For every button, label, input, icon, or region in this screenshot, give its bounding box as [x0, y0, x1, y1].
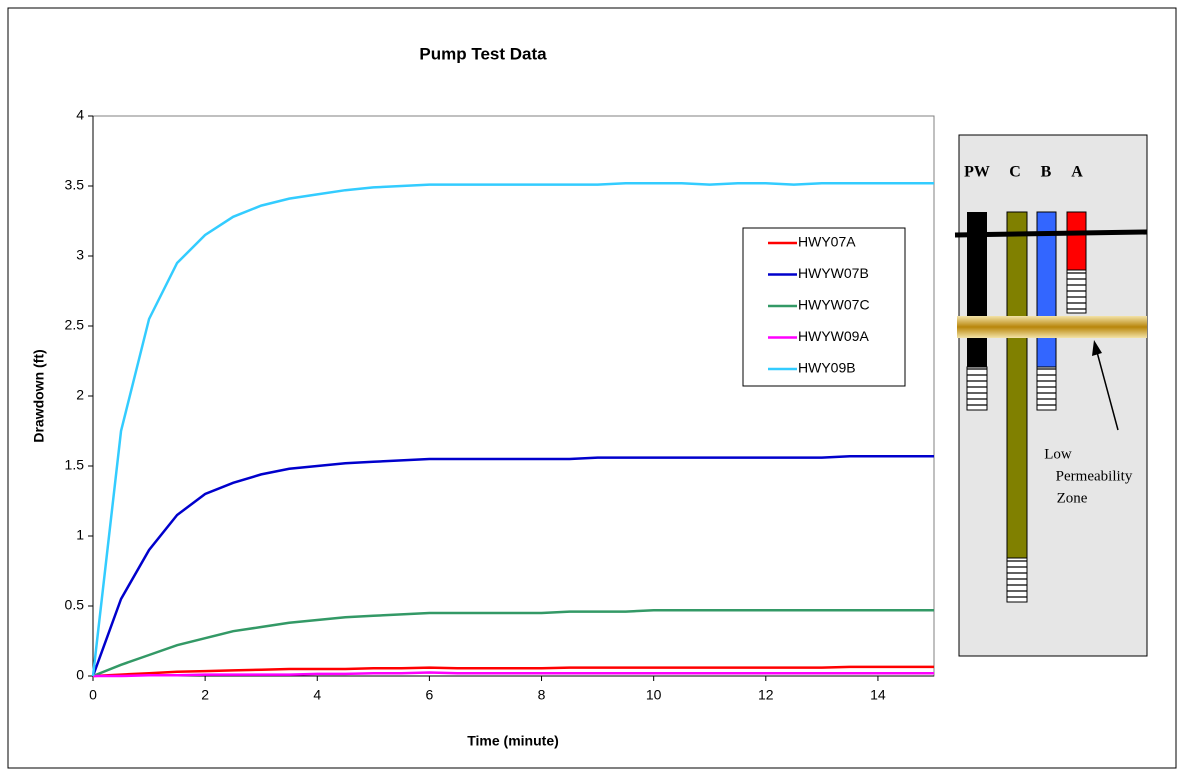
- series-line: [93, 671, 934, 678]
- legend-label: HWYW09A: [798, 328, 869, 344]
- y-tick-label: 2: [76, 387, 84, 403]
- y-tick-label: 3.5: [65, 177, 85, 193]
- x-tick-label: 6: [426, 687, 434, 703]
- series-line: [91, 454, 934, 677]
- plot-area: [92, 115, 935, 677]
- series-line: [92, 665, 934, 678]
- legend-label: HWY09B: [798, 360, 856, 376]
- well-diagram: PW C B A Low Permeability Zone: [954, 134, 1148, 657]
- arrow-head: [1092, 340, 1102, 356]
- x-tick-label: 10: [646, 687, 662, 703]
- y-axis-label: Drawdown (ft): [31, 349, 47, 442]
- x-tick-label: 8: [538, 687, 546, 703]
- y-tick-label: 2.5: [65, 317, 85, 333]
- well-screen: [1066, 269, 1087, 314]
- well-label: A: [1071, 164, 1083, 181]
- x-tick-label: 2: [201, 687, 209, 703]
- legend-label: HWYW07B: [798, 265, 869, 281]
- well-label: B: [1041, 164, 1052, 181]
- legend-label: HWYW07C: [798, 297, 870, 313]
- y-tick-label: 4: [76, 107, 84, 123]
- y-tick-label: 3: [76, 247, 84, 263]
- y-tick-label: 0: [76, 667, 84, 683]
- y-tick-label: 1.5: [65, 457, 85, 473]
- chart-title: Pump Test Data: [419, 44, 547, 63]
- x-axis-label: Time (minute): [467, 733, 559, 749]
- x-tick-label: 12: [758, 687, 774, 703]
- arrow: [1096, 351, 1119, 431]
- legend-label: HWY07A: [798, 234, 856, 250]
- series-line: [91, 181, 934, 677]
- water-level: [954, 229, 1148, 238]
- well-screen: [1006, 557, 1028, 603]
- well-casing: [1006, 211, 1028, 559]
- y-tick-label: 0.5: [65, 597, 85, 613]
- series-line: [92, 608, 934, 678]
- x-tick-label: 4: [313, 687, 321, 703]
- well-screen: [1036, 366, 1057, 411]
- x-tick-label: 14: [870, 687, 886, 703]
- zone-label: Zone: [1057, 490, 1088, 506]
- well-label: C: [1009, 164, 1021, 181]
- well-label: PW: [964, 164, 990, 181]
- well-casing: [1066, 211, 1087, 271]
- low-permeability-zone: [957, 316, 1147, 338]
- zone-label: Permeability: [1056, 468, 1133, 484]
- well-screen: [966, 366, 988, 411]
- x-tick-label: 0: [89, 687, 97, 703]
- y-tick-label: 1: [76, 527, 84, 543]
- zone-label: Low: [1044, 446, 1072, 462]
